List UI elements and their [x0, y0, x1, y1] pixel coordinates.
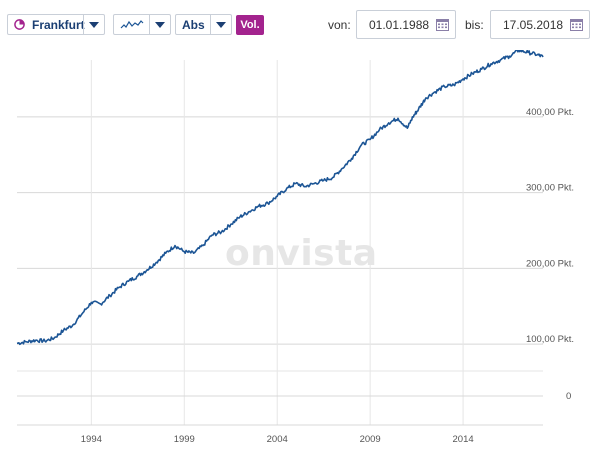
y-axis-labels: 100,00 Pkt. 200,00 Pkt. 300,00 Pkt. 400,00 … — [526, 107, 574, 345]
chart-type-dropdown[interactable] — [113, 14, 171, 35]
exchange-dropdown[interactable]: Frankfurt — [7, 14, 105, 35]
scale-label: Abs — [182, 17, 205, 32]
watermark: onvista — [225, 233, 378, 274]
line-chart-icon — [120, 20, 144, 29]
scale-dropdown-toggle[interactable] — [210, 15, 231, 34]
pie-icon — [14, 19, 25, 30]
x-axis-labels: 1994 1999 2004 2009 2014 — [81, 434, 474, 445]
price-series-line — [16, 50, 544, 346]
volume-panel-tick-label: 0 — [566, 391, 571, 402]
price-chart[interactable]: onvista 0 100,00 Pkt. 200,00 Pkt. 300,00 P… — [0, 50, 599, 454]
from-date-field[interactable]: 01.01.1988 — [356, 10, 456, 39]
calendar-icon[interactable] — [436, 18, 449, 31]
exchange-label: Frankfurt — [32, 17, 85, 32]
scale-dropdown[interactable]: Abs — [175, 14, 232, 35]
x-tick-label: 2009 — [360, 434, 381, 445]
to-date-field[interactable]: 17.05.2018 — [490, 10, 590, 39]
from-date-label: von: — [328, 18, 351, 32]
y-tick-label: 300,00 Pkt. — [526, 183, 574, 194]
from-date-value: 01.01.1988 — [369, 17, 430, 32]
chevron-down-icon — [89, 21, 99, 28]
chart-type-dropdown-toggle[interactable] — [149, 15, 170, 34]
y-tick-label: 400,00 Pkt. — [526, 107, 574, 118]
exchange-dropdown-toggle[interactable] — [83, 15, 104, 34]
chevron-down-icon — [216, 21, 226, 28]
to-date-value: 17.05.2018 — [503, 17, 564, 32]
chart-toolbar: Frankfurt Abs Vol. von: 01.01.1988 b — [0, 0, 599, 50]
y-tick-label: 100,00 Pkt. — [526, 334, 574, 345]
x-tick-label: 1999 — [174, 434, 195, 445]
x-tick-label: 2004 — [267, 434, 288, 445]
chevron-down-icon — [155, 21, 165, 28]
x-tick-label: 2014 — [453, 434, 474, 445]
calendar-icon[interactable] — [570, 18, 583, 31]
to-date-label: bis: — [465, 18, 484, 32]
volume-toggle-button[interactable]: Vol. — [236, 15, 264, 35]
y-tick-label: 200,00 Pkt. — [526, 258, 574, 269]
x-tick-label: 1994 — [81, 434, 102, 445]
volume-panel: 0 — [17, 370, 571, 426]
